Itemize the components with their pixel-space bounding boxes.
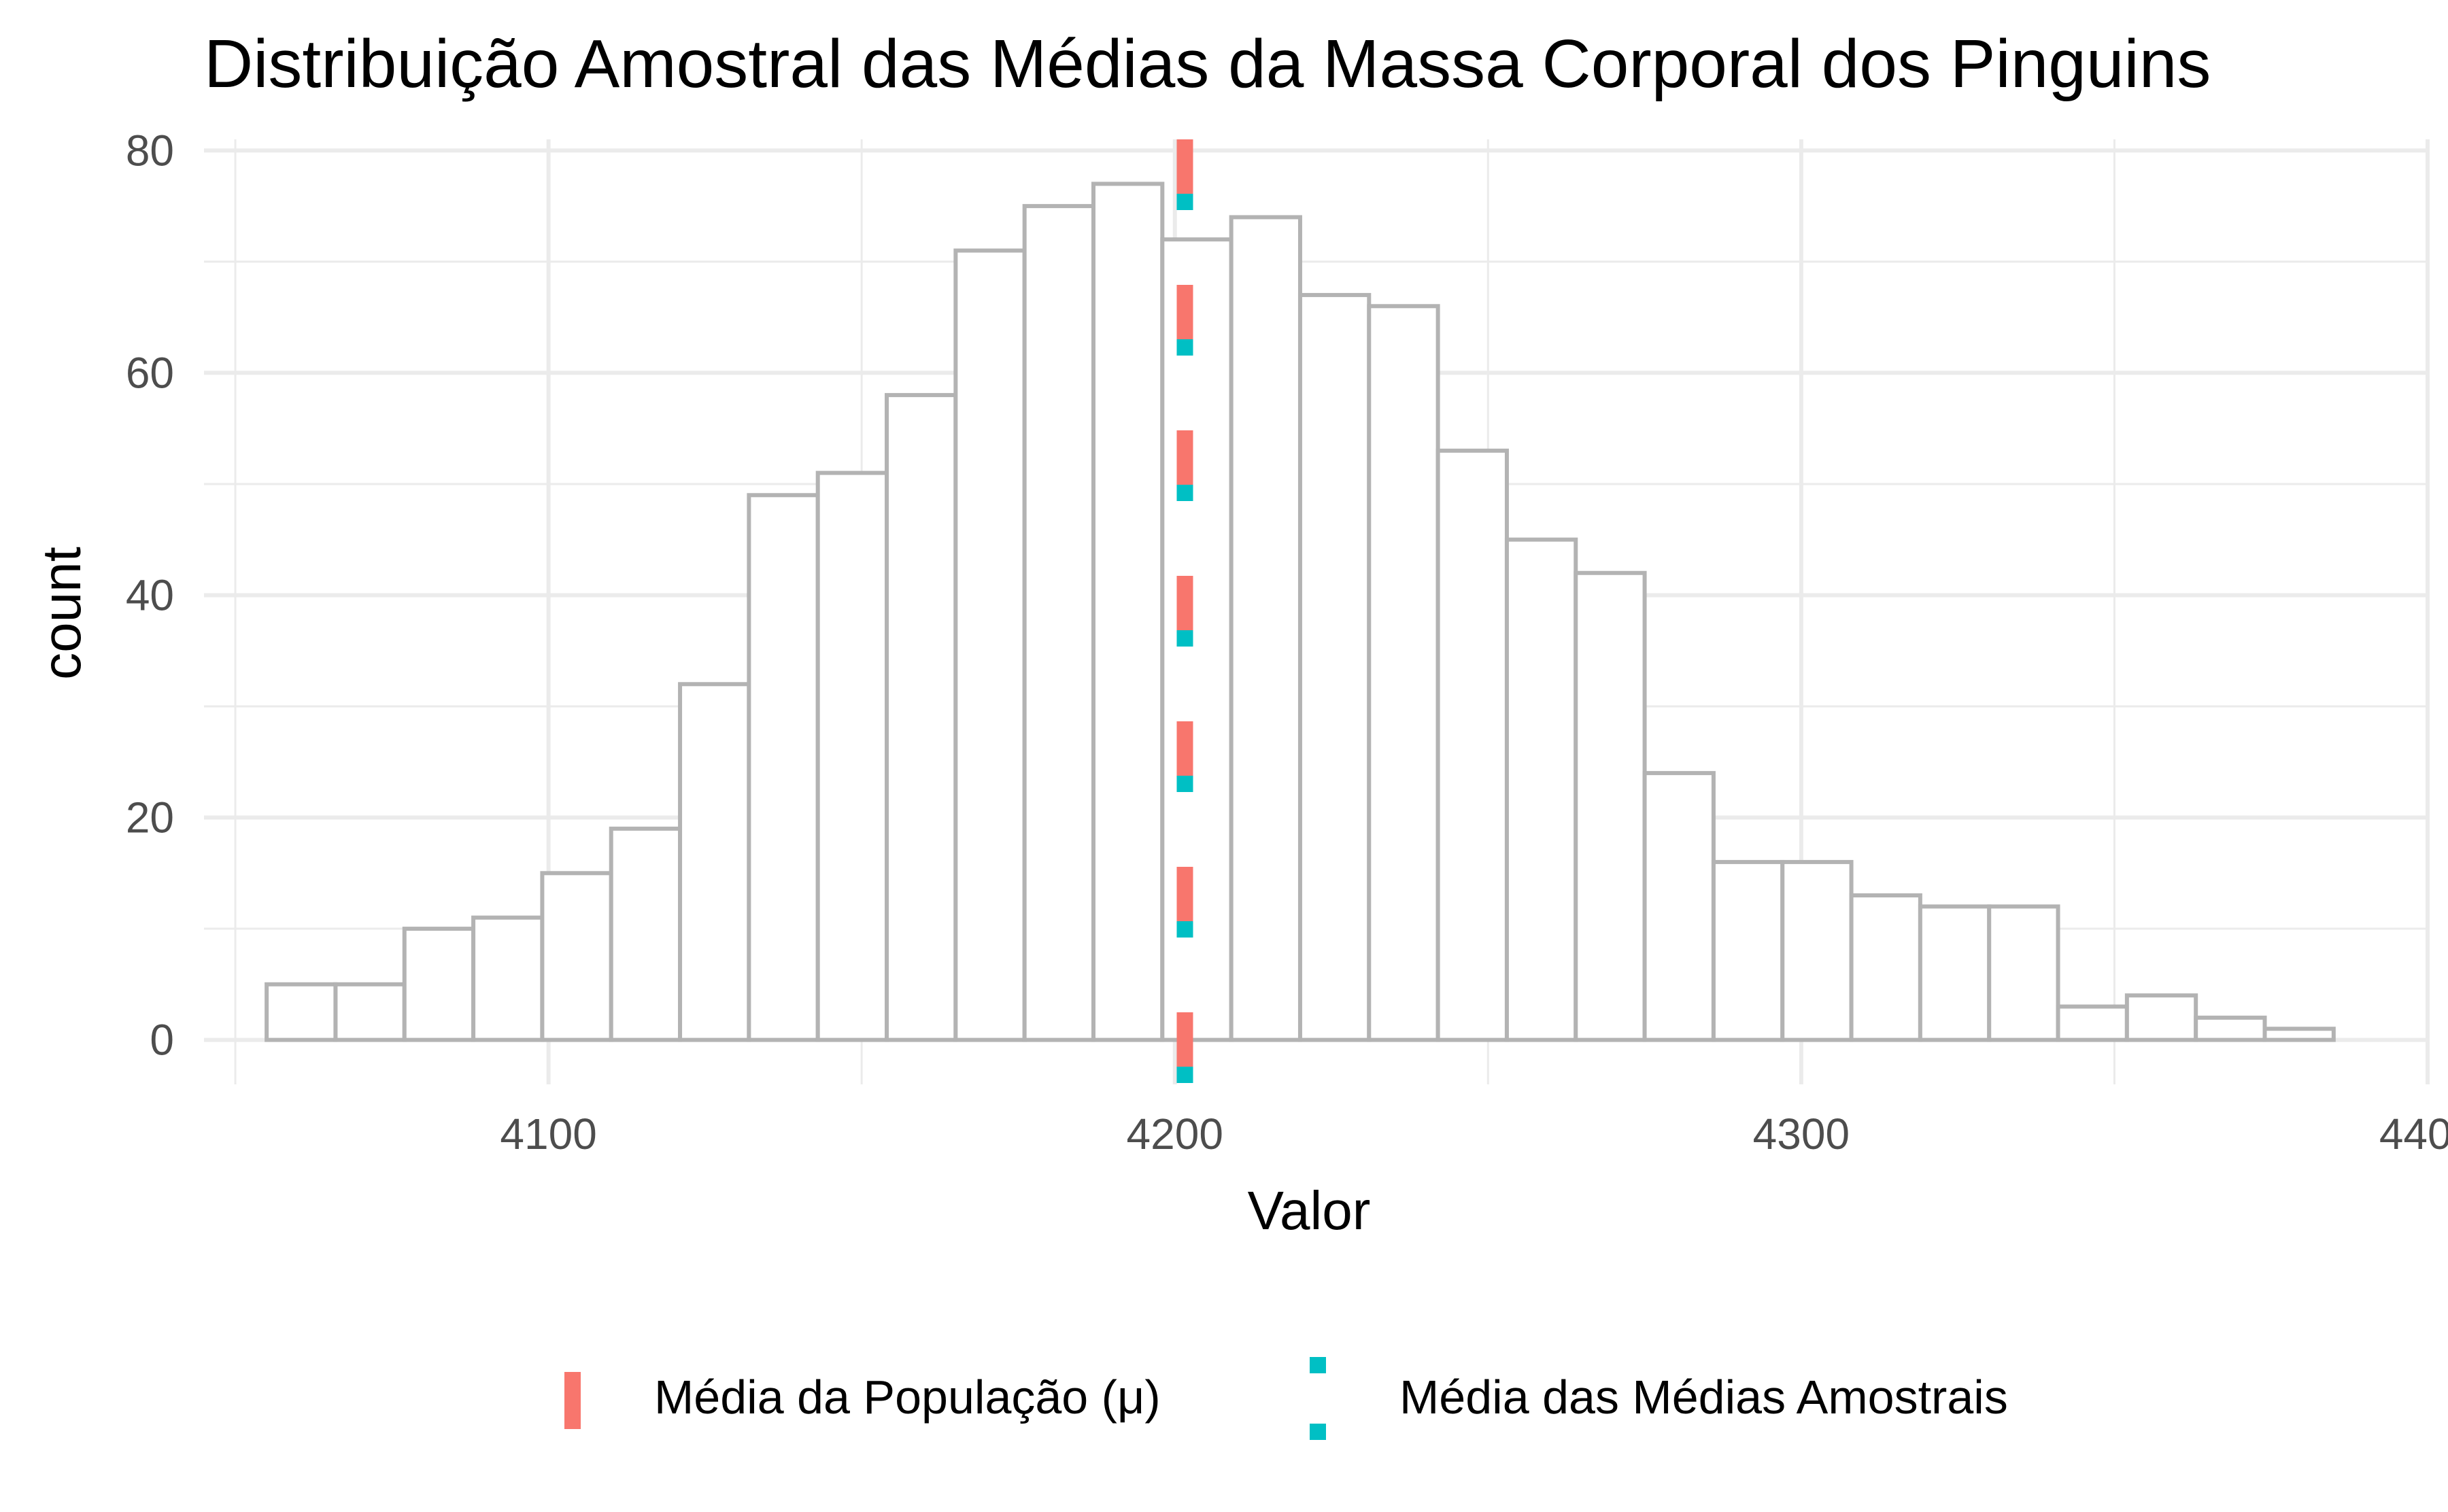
histogram-bar bbox=[1642, 771, 1716, 1042]
histogram-bar bbox=[2056, 1004, 2129, 1042]
histogram-bar bbox=[1091, 182, 1165, 1042]
histogram-bar bbox=[678, 682, 751, 1042]
histogram-bar bbox=[540, 871, 613, 1042]
histogram-bar bbox=[1229, 215, 1302, 1042]
histogram-bar bbox=[815, 470, 889, 1042]
y-tick-label: 60 bbox=[126, 348, 174, 397]
y-tick-label: 20 bbox=[126, 793, 174, 842]
histogram-bar bbox=[1022, 204, 1095, 1042]
chart-title: Distribuição Amostral das Médias da Mass… bbox=[204, 26, 2211, 102]
x-tick-label: 4200 bbox=[1127, 1110, 1223, 1158]
legend-label-sample-means-mean: Média das Médias Amostrais bbox=[1399, 1371, 2008, 1424]
histogram-bar bbox=[747, 493, 820, 1042]
histogram-bar bbox=[471, 915, 545, 1042]
y-tick-label: 0 bbox=[150, 1016, 174, 1065]
legend-label-population-mean: Média da População (μ) bbox=[654, 1371, 1161, 1424]
histogram-bar bbox=[2194, 1015, 2267, 1042]
histogram-bar bbox=[333, 982, 407, 1042]
y-axis-ticks: 0 20 40 60 80 bbox=[126, 126, 174, 1064]
x-tick-label: 4400 bbox=[2379, 1110, 2448, 1158]
histogram-bar bbox=[402, 927, 476, 1042]
y-tick-label: 40 bbox=[126, 570, 174, 619]
y-tick-label: 80 bbox=[126, 126, 174, 175]
histogram-bar bbox=[1918, 904, 1992, 1042]
histogram-bar bbox=[1987, 904, 2060, 1042]
histogram-bar bbox=[265, 982, 338, 1042]
histogram-bar bbox=[1367, 304, 1440, 1042]
histogram-bar bbox=[1849, 893, 1922, 1042]
histogram-bar bbox=[1504, 537, 1578, 1042]
histogram-bar bbox=[1711, 859, 1785, 1042]
x-axis-title: Valor bbox=[1248, 1180, 1371, 1241]
histogram-bar bbox=[1297, 292, 1372, 1042]
histogram-bar bbox=[2262, 1027, 2336, 1042]
x-tick-label: 4300 bbox=[1753, 1110, 1850, 1158]
histogram-bar bbox=[609, 826, 683, 1042]
y-axis-title: count bbox=[31, 547, 92, 680]
legend: Média da População (μ) Média das Médias … bbox=[564, 1353, 2008, 1443]
histogram-bar bbox=[2124, 993, 2198, 1042]
x-axis-ticks: 4100 4200 4300 4400 bbox=[500, 1110, 2448, 1158]
histogram-bar bbox=[1574, 570, 1647, 1042]
histogram-bar bbox=[885, 393, 958, 1042]
histogram-bar bbox=[953, 248, 1027, 1042]
histogram-bar bbox=[1435, 448, 1509, 1042]
histogram-bar bbox=[1780, 859, 1854, 1042]
x-tick-label: 4100 bbox=[500, 1110, 596, 1158]
histogram-bar bbox=[1160, 237, 1234, 1042]
histogram-bars bbox=[265, 182, 2336, 1042]
